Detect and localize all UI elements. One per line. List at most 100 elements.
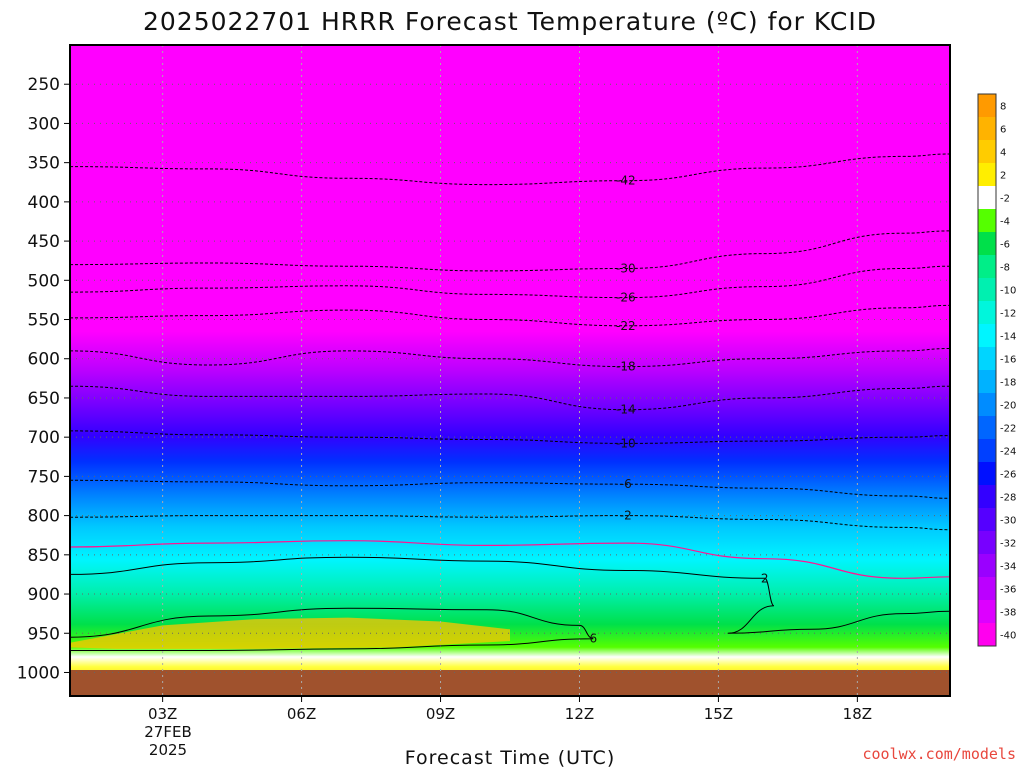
- contour-line: [70, 230, 950, 272]
- colorbar-swatch: [978, 462, 996, 486]
- y-tick-label: 300: [28, 114, 60, 134]
- y-tick-label: 700: [28, 428, 60, 448]
- contour-line: [70, 479, 950, 499]
- colorbar-swatch: [978, 163, 996, 187]
- colorbar-frame: [977, 93, 997, 647]
- colorbar-swatch: [978, 186, 996, 210]
- y-axis: 250 300 350 400 450 500 550 600 650 700 750 800 850 9…: [17, 75, 70, 683]
- contour-label: -2: [620, 509, 632, 523]
- y-tick-label: 1000: [17, 663, 60, 683]
- warm-core-shading: [70, 617, 510, 649]
- colorbar-swatch: [978, 370, 996, 394]
- colorbar-tick-label: 6: [1000, 125, 1006, 136]
- contour-label: -18: [616, 360, 636, 374]
- colorbar-tick-label: -36: [1000, 585, 1016, 596]
- x-tick-sublabel-date: 27FEB: [144, 723, 191, 741]
- colorbar-swatch: [978, 140, 996, 164]
- colorbar-swatch: [978, 347, 996, 371]
- y-tick-label: 450: [28, 232, 60, 252]
- y-tick-label: 500: [28, 271, 60, 291]
- y-tick-label: 650: [28, 389, 60, 409]
- contour-label: -42: [616, 174, 636, 188]
- y-tick-label: 400: [28, 193, 60, 213]
- contour-line: [70, 153, 950, 186]
- colorbar-swatch: [978, 301, 996, 325]
- contour-label: -14: [616, 403, 636, 417]
- colorbar-tick-label: -26: [1000, 470, 1016, 481]
- y-tick-label: 550: [28, 311, 60, 331]
- colorbar-swatch: [978, 531, 996, 555]
- x-tick-label: 06Z: [287, 705, 316, 723]
- colorbar-tick-label: -30: [1000, 516, 1016, 527]
- contour-label: -30: [616, 262, 636, 276]
- colorbar-swatch: [978, 577, 996, 601]
- colorbar-tick-label: -24: [1000, 447, 1016, 458]
- contour-line: [70, 607, 594, 652]
- y-tick-label: 250: [28, 75, 60, 95]
- colorbar-swatch: [978, 393, 996, 417]
- x-tick-label: 12Z: [565, 705, 594, 723]
- contour-line: [70, 348, 950, 368]
- contours: -42-30-26-22-18-14-10-6-226: [70, 153, 950, 652]
- colorbar-tick-label: 2: [1000, 171, 1006, 182]
- colorbar-swatch: [978, 117, 996, 141]
- temperature-field: [70, 45, 950, 696]
- colorbar-tick-label: -2: [1000, 194, 1010, 205]
- colorbar-tick-label: -6: [1000, 240, 1010, 251]
- x-tick-label: 15Z: [704, 705, 733, 723]
- contour-label: 2: [761, 571, 769, 585]
- colorbar-tick-label: 8: [1000, 102, 1006, 113]
- y-tick-label: 900: [28, 585, 60, 605]
- colorbar-tick-label: -22: [1000, 424, 1016, 435]
- y-tick-label: 750: [28, 467, 60, 487]
- colorbar-swatch: [978, 255, 996, 279]
- contour-label: -10: [616, 436, 636, 450]
- colorbar-tick-label: -28: [1000, 493, 1016, 504]
- contour-line: [70, 304, 950, 327]
- grid: [70, 45, 950, 696]
- contour-line: [70, 540, 950, 579]
- colorbar-tick-label: -10: [1000, 286, 1016, 297]
- colorbar-tick-label: -20: [1000, 401, 1016, 412]
- credit-link[interactable]: coolwx.com/models: [862, 745, 1016, 763]
- colorbar-swatch: [978, 232, 996, 256]
- x-axis: 03Z 06Z 09Z 12Z 15Z 18Z: [148, 696, 872, 723]
- colorbar-tick-label: -12: [1000, 309, 1016, 320]
- colorbar-tick-label: -14: [1000, 332, 1016, 343]
- x-tick-label: 09Z: [426, 705, 455, 723]
- y-tick-label: 600: [28, 350, 60, 370]
- plot-frame: [69, 44, 951, 697]
- contour-label: 6: [590, 632, 598, 646]
- contour-label: -26: [616, 291, 636, 305]
- plot-area: -42-30-26-22-18-14-10-6-226: [70, 45, 950, 696]
- contour-label: -22: [616, 319, 636, 333]
- contour-line: [70, 556, 950, 634]
- y-tick-label: 800: [28, 507, 60, 527]
- contour-line: [70, 515, 950, 531]
- colorbar: 8 6 4 2 -2 -4 -6 -8 -10 -12 -14 -16 -18 -20 -22 -24 -26 -…: [977, 93, 1016, 647]
- x-tick-sublabel-year: 2025: [149, 741, 187, 759]
- colorbar-swatch: [978, 209, 996, 233]
- chart-title: 2025022701 HRRR Forecast Temperature (ºC…: [143, 7, 877, 36]
- colorbar-swatch: [978, 416, 996, 440]
- contour-line: [70, 430, 950, 444]
- colorbar-swatch: [978, 508, 996, 532]
- contour-label: -6: [620, 477, 632, 491]
- colorbar-swatch: [978, 554, 996, 578]
- x-tick-label: 03Z: [148, 705, 177, 723]
- y-tick-label: 850: [28, 546, 60, 566]
- ground-fill: [70, 670, 950, 696]
- colorbar-tick-label: 4: [1000, 148, 1006, 159]
- y-tick-label: 950: [28, 624, 60, 644]
- colorbar-swatch: [978, 278, 996, 302]
- colorbar-tick-label: -8: [1000, 263, 1010, 274]
- colorbar-swatch: [978, 439, 996, 463]
- contour-line: [70, 385, 950, 411]
- y-tick-label: 350: [28, 154, 60, 174]
- colorbar-swatch: [978, 623, 996, 647]
- colorbar-tick-label: -40: [1000, 631, 1016, 642]
- x-axis-label: Forecast Time (UTC): [405, 747, 615, 768]
- x-tick-label: 18Z: [843, 705, 872, 723]
- colorbar-tick-label: -18: [1000, 378, 1016, 389]
